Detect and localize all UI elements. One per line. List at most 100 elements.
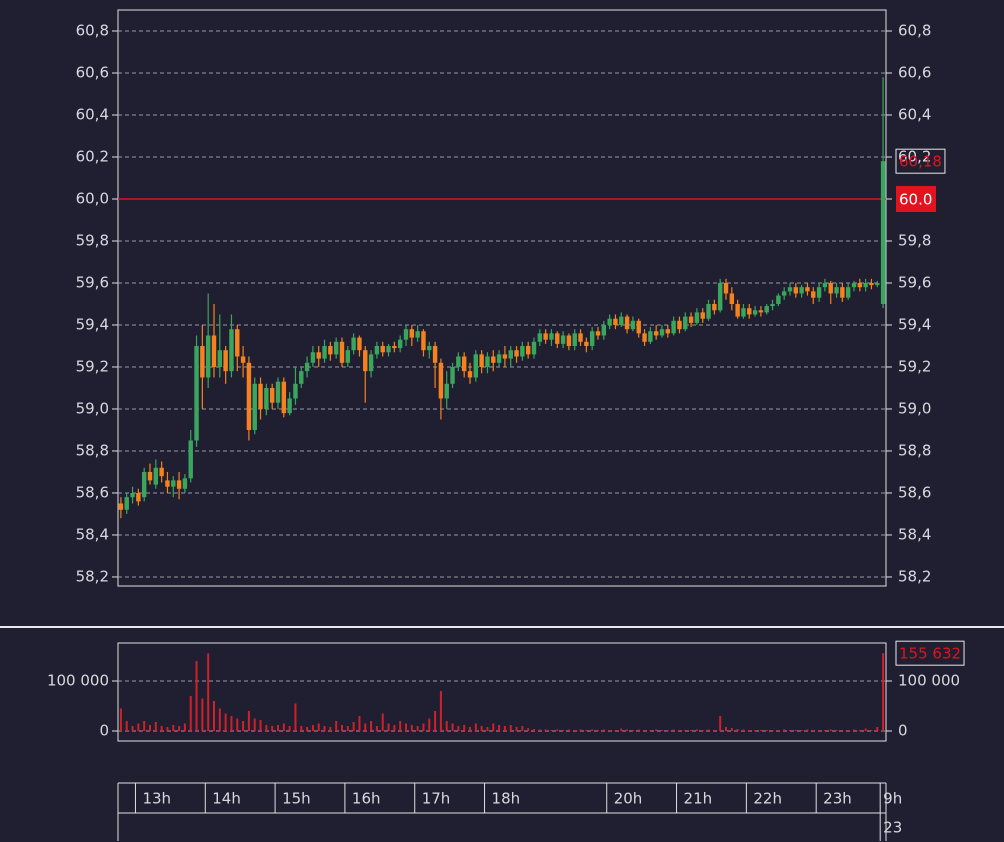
candle-body	[316, 352, 321, 359]
candle-body	[351, 337, 356, 351]
candle-body	[770, 303, 775, 307]
candle-body	[479, 354, 484, 367]
candle-body	[118, 503, 124, 510]
volume-bar	[742, 729, 745, 731]
volume-bar	[684, 730, 687, 731]
volume-bar	[585, 730, 588, 731]
candle-body	[712, 303, 717, 311]
candle-body	[706, 303, 711, 319]
candle-body	[572, 333, 577, 346]
candle-body	[357, 337, 362, 351]
volume-bar	[806, 729, 809, 731]
x-tick-label: 18h	[492, 790, 521, 808]
candle-body	[793, 287, 799, 294]
volume-bar	[847, 730, 850, 731]
volume-bar	[405, 723, 407, 731]
candle-body	[339, 341, 345, 363]
candle-body	[159, 467, 164, 477]
volume-bar	[381, 713, 384, 731]
x-tick-label: 22h	[753, 790, 782, 808]
volume-bar	[527, 728, 530, 731]
candle-body	[747, 308, 752, 315]
candle-body	[508, 350, 513, 359]
volume-bar	[655, 729, 658, 731]
volume-bar	[521, 726, 524, 731]
volume-bar	[370, 721, 373, 731]
volume-bar	[637, 729, 640, 731]
candle-body	[549, 333, 554, 340]
volume-bar	[864, 728, 867, 731]
y-tick-label: 60,8	[76, 21, 109, 39]
candle-body	[694, 312, 700, 323]
candle-body	[269, 387, 275, 403]
candle-body	[153, 467, 159, 485]
y-tick-label: 100 000	[47, 672, 109, 690]
candle-body	[299, 371, 304, 384]
volume-bar	[841, 730, 844, 731]
volume-bar	[736, 729, 739, 731]
volume-bar	[137, 723, 140, 731]
volume-bar	[730, 728, 733, 731]
candle-body	[589, 331, 595, 346]
volume-bar	[771, 730, 774, 731]
y-tick-label: 58,6	[898, 483, 931, 501]
candle-body	[333, 341, 339, 355]
candle-body	[595, 331, 601, 336]
candle-body	[537, 333, 543, 342]
volume-bar	[661, 730, 663, 731]
y-tick-label: 59,8	[898, 231, 931, 249]
reference-label: 60.0	[899, 190, 932, 208]
candle-body	[845, 287, 851, 298]
candle-body	[304, 362, 310, 372]
volume-bar	[224, 713, 227, 731]
y-tick-label: 60,2	[76, 147, 109, 165]
volume-bar	[690, 730, 693, 731]
volume-bar	[463, 725, 466, 731]
volume-bar	[474, 723, 477, 731]
volume-bar	[265, 725, 268, 731]
candle-body	[851, 282, 857, 288]
volume-bar	[783, 729, 786, 731]
y-tick-label: 59,8	[76, 231, 109, 249]
volume-bar	[172, 725, 175, 731]
volume-bar	[678, 730, 681, 731]
candle-body	[875, 282, 880, 286]
candle-body	[811, 291, 816, 298]
volume-bar	[149, 725, 151, 731]
volume-bar	[643, 730, 646, 731]
candle-body	[543, 333, 548, 340]
candle-body	[688, 316, 694, 323]
volume-bar	[556, 729, 559, 731]
volume-bar	[498, 725, 501, 731]
candle-body	[671, 320, 676, 334]
volume-bar	[870, 730, 873, 731]
y-tick-label: 59,4	[898, 315, 931, 333]
volume-bar	[166, 727, 169, 731]
candle-body	[496, 354, 502, 363]
y-tick-label: 100 000	[898, 672, 960, 690]
last-volume-label: 155 632	[899, 645, 961, 663]
volume-bar	[422, 723, 425, 731]
candle-body	[735, 303, 740, 317]
candle-body	[863, 282, 868, 288]
candle-body	[427, 345, 432, 351]
candle-body	[415, 331, 420, 338]
volume-bar	[591, 729, 594, 731]
y-tick-label: 59,0	[76, 399, 109, 417]
candle-body	[636, 320, 641, 334]
candle-body	[264, 387, 269, 409]
candle-body	[781, 291, 787, 296]
candle-body	[869, 282, 874, 286]
y-tick-label: 58,8	[76, 441, 109, 459]
x-tick-label: 13h	[142, 790, 171, 808]
candle-body	[880, 161, 886, 304]
candle-body	[799, 287, 804, 294]
volume-bar	[562, 730, 565, 731]
volume-bar	[858, 730, 861, 731]
y-tick-label: 58,6	[76, 483, 109, 501]
volume-bar	[428, 718, 431, 731]
date-label: 23	[883, 819, 902, 837]
candle-body	[293, 383, 298, 399]
candle-body	[764, 306, 769, 313]
candle-body	[363, 350, 368, 372]
